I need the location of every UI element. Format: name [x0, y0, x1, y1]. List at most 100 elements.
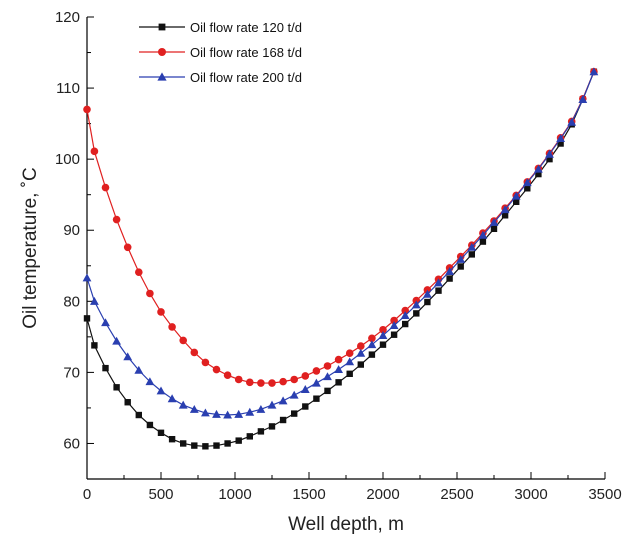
- data-point: [178, 400, 188, 409]
- data-point: [134, 365, 144, 374]
- x-tick-label: 3500: [588, 486, 621, 503]
- series-layer: [82, 67, 599, 450]
- data-point: [201, 358, 210, 367]
- data-point: [323, 372, 332, 381]
- data-point: [223, 410, 232, 419]
- data-point: [157, 429, 165, 436]
- series-3: [82, 67, 599, 419]
- data-point: [312, 367, 321, 375]
- data-point: [201, 408, 210, 417]
- data-point: [179, 336, 187, 345]
- y-tick-label: 120: [55, 9, 80, 26]
- data-point: [511, 191, 521, 200]
- data-point: [256, 404, 266, 413]
- data-point: [124, 399, 131, 406]
- data-point: [101, 183, 110, 192]
- x-tick-label: 2500: [440, 486, 473, 503]
- data-point: [546, 155, 553, 163]
- data-point: [112, 215, 121, 224]
- data-point: [257, 428, 265, 435]
- y-tick-label: 110: [56, 80, 80, 97]
- data-point: [401, 306, 410, 315]
- data-point: [235, 437, 242, 444]
- data-point: [157, 72, 167, 81]
- data-point: [345, 349, 354, 357]
- data-point: [191, 442, 198, 449]
- series-line: [86, 71, 595, 384]
- data-point: [123, 243, 132, 252]
- data-point: [158, 23, 166, 31]
- data-point: [367, 340, 377, 349]
- data-point: [168, 435, 176, 443]
- data-point: [513, 198, 520, 205]
- data-point: [411, 300, 421, 309]
- data-point: [578, 95, 588, 103]
- data-point: [467, 242, 477, 251]
- data-point: [557, 140, 564, 147]
- data-point: [334, 355, 343, 364]
- data-point: [279, 377, 287, 386]
- data-point: [356, 348, 366, 357]
- data-point: [434, 278, 443, 287]
- series-1: [83, 68, 598, 450]
- data-point: [91, 342, 98, 349]
- y-axis-label: Oil temperature, ˚C: [20, 167, 41, 329]
- data-point: [313, 395, 320, 402]
- data-point: [257, 379, 265, 387]
- data-point: [135, 268, 143, 276]
- data-point: [534, 164, 543, 173]
- x-tick-label: 500: [148, 486, 173, 503]
- plot-axes: 0 500 1000 1500 2000 2500 3000 3500 60 70 80 90 100 1…: [55, 9, 622, 503]
- legend-item-3: Oil flow rate 200 t/d: [139, 70, 302, 85]
- data-point: [400, 311, 410, 320]
- data-point: [379, 325, 387, 334]
- data-point: [389, 321, 399, 329]
- y-tick-label: 100: [55, 151, 80, 168]
- data-point: [302, 403, 309, 410]
- data-point: [168, 323, 176, 331]
- data-point: [489, 218, 499, 226]
- data-point: [413, 310, 420, 317]
- data-point: [589, 67, 599, 76]
- data-point: [90, 147, 99, 156]
- data-point: [402, 320, 409, 328]
- x-tick-label: 2000: [366, 486, 399, 503]
- data-point: [189, 404, 199, 413]
- x-axis-label: Well depth, m: [288, 514, 404, 535]
- data-point: [456, 254, 466, 263]
- data-point: [301, 372, 310, 380]
- data-point: [90, 296, 99, 305]
- data-point: [490, 225, 498, 233]
- data-point: [113, 384, 120, 391]
- data-point: [145, 377, 155, 386]
- data-point: [279, 416, 287, 424]
- data-point: [224, 440, 231, 447]
- data-point: [535, 170, 542, 178]
- data-point: [268, 379, 276, 387]
- data-point: [202, 443, 209, 450]
- legend-label: Oil flow rate 200 t/d: [190, 70, 302, 85]
- series-line: [86, 71, 595, 447]
- data-point: [156, 386, 166, 395]
- data-point: [446, 275, 453, 282]
- data-point: [468, 251, 475, 258]
- x-tick-label: 1000: [218, 486, 251, 503]
- data-point: [501, 212, 509, 219]
- x-tick-label: 1500: [292, 486, 325, 503]
- data-point: [424, 298, 431, 306]
- data-point: [146, 289, 154, 298]
- data-point: [246, 378, 254, 387]
- data-point: [379, 341, 387, 348]
- data-point: [423, 289, 432, 298]
- data-point: [246, 433, 253, 440]
- legend-item-1: Oil flow rate 120 t/d: [139, 20, 302, 35]
- data-point: [435, 287, 442, 294]
- data-point: [378, 331, 388, 339]
- data-point: [83, 105, 91, 114]
- x-tick-label: 3000: [514, 486, 547, 503]
- data-point: [190, 348, 199, 357]
- legend-label: Oil flow rate 120 t/d: [190, 20, 302, 35]
- data-point: [390, 331, 398, 338]
- data-point: [291, 410, 298, 417]
- data-point: [334, 365, 343, 374]
